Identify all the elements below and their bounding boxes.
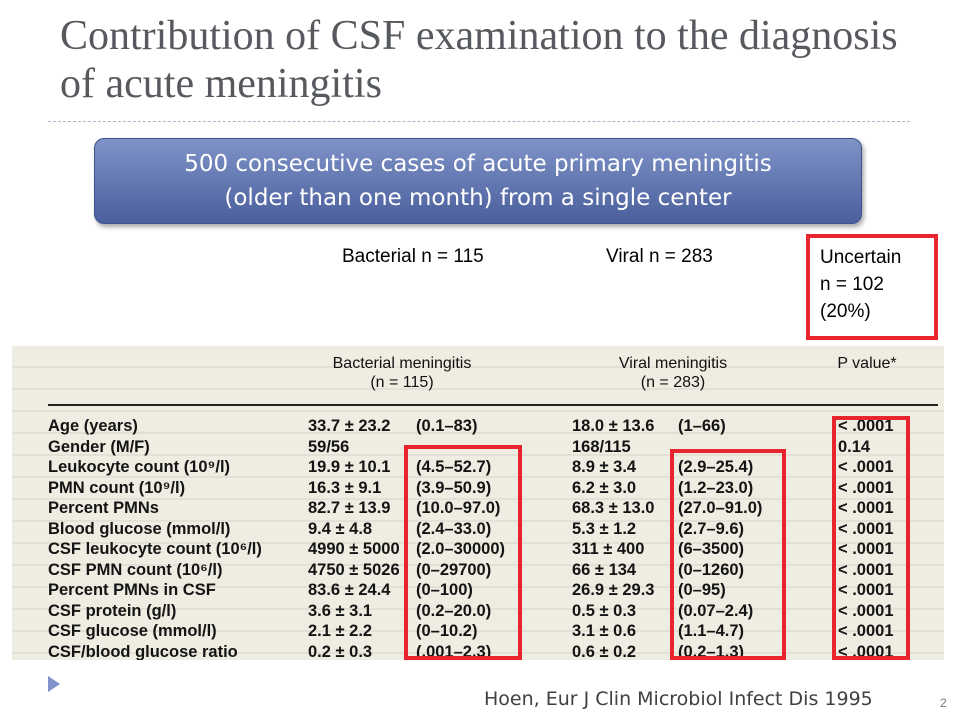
pvalue-column-header: P value* [837,355,897,372]
results-table-scan: Bacterial meningitis (n = 115) Viral men… [12,346,944,660]
bacterial-range: (0–29700) [416,560,492,579]
bacterial-range: (4.5–52.7) [416,458,492,476]
p-value: < .0001 [838,478,894,497]
viral-range: (0–95) [678,581,726,599]
bacterial-range: (0–10.2) [416,622,478,640]
bacterial-mean: 59/56 [308,437,350,456]
viral-range: (6–3500) [678,540,745,558]
p-value: < .0001 [838,458,894,476]
p-value: < .0001 [838,417,894,435]
bacterial-range: (0.1–83) [416,417,478,435]
bacterial-range: (3.9–50.9) [416,478,492,497]
viral-range: (0.2–1.3) [678,642,745,661]
p-value: < .0001 [838,560,894,579]
title-divider [48,121,910,122]
uncertain-percent: (20%) [820,301,871,322]
banner-line-2: (older than one month) from a single cen… [224,185,732,211]
row-label: Age (years) [48,417,138,435]
bacterial-mean: 4750 ± 5026 [308,560,400,579]
bacterial-mean: 16.3 ± 9.1 [308,478,382,497]
bacterial-range: (2.4–33.0) [416,519,492,538]
row-label: Percent PMNs in CSF [48,581,216,599]
viral-range-highlight [670,449,786,660]
row-label: Gender (M/F) [48,437,150,456]
bacterial-mean: 19.9 ± 10.1 [308,458,391,476]
bacterial-range: (2.0–30000) [416,540,505,558]
pvalue-highlight [832,416,910,660]
p-value: < .0001 [838,601,894,620]
bacterial-range-highlight [404,445,522,660]
bacterial-mean: 82.7 ± 13.9 [308,499,391,517]
viral-range: (0.07–2.4) [678,601,754,620]
row-label: Percent PMNs [48,499,159,517]
uncertain-count: n = 102 [820,274,884,295]
summary-banner: 500 consecutive cases of acute primary m… [94,138,862,224]
bacterial-mean: 33.7 ± 23.2 [308,417,391,435]
viral-mean: 8.9 ± 3.4 [572,458,637,476]
viral-range: (1.1–4.7) [678,622,745,640]
viral-mean: 3.1 ± 0.6 [572,622,637,640]
viral-column-header: Viral meningitis (n = 283) [588,354,758,392]
viral-range: (27.0–91.0) [678,499,763,517]
row-label: CSF PMN count (10⁶/l) [48,560,223,579]
viral-mean: 68.3 ± 13.0 [572,499,655,517]
viral-range: (2.7–9.6) [678,519,745,538]
bacterial-mean: 2.1 ± 2.2 [308,622,373,640]
row-label: CSF/blood glucose ratio [48,642,238,661]
bacterial-mean: 9.4 ± 4.8 [308,519,373,538]
p-value: < .0001 [838,642,894,661]
bacterial-range: (0–100) [416,581,473,599]
table-header-rule [48,404,938,406]
viral-mean: 5.3 ± 1.2 [572,519,637,538]
scan-texture [12,346,944,660]
viral-mean: 26.9 ± 29.3 [572,581,655,599]
uncertain-label: Uncertain [820,247,902,268]
viral-mean: 6.2 ± 3.0 [572,478,637,497]
row-label: Leukocyte count (10⁹/l) [48,458,231,476]
bacterial-mean: 3.6 ± 3.1 [308,601,373,620]
row-label: CSF protein (g/l) [48,601,177,620]
bacterial-header-title: Bacterial meningitis [332,355,472,372]
viral-range: (1.2–23.0) [678,478,754,497]
p-value: < .0001 [838,519,894,538]
bacterial-mean: 4990 ± 5000 [308,540,400,558]
viral-mean: 311 ± 400 [572,540,645,558]
viral-header-title: Viral meningitis [618,355,728,372]
viral-header-n: (n = 283) [640,374,706,391]
bacterial-count-label: Bacterial n = 115 [342,246,484,267]
bacterial-header-n: (n = 115) [370,374,434,391]
bacterial-mean: 0.2 ± 0.3 [308,642,373,661]
p-value: < .0001 [838,622,894,640]
viral-range: (1–66) [678,417,726,435]
row-label: CSF glucose (mmol/l) [48,622,217,640]
viral-range: (0–1260) [678,560,745,579]
viral-mean: 0.5 ± 0.3 [572,601,637,620]
viral-mean: 18.0 ± 13.6 [572,417,655,435]
bacterial-range: (0.2–20.0) [416,601,492,620]
bacterial-column-header: Bacterial meningitis (n = 115) [312,354,492,392]
bacterial-mean: 83.6 ± 24.4 [308,581,391,599]
citation: Hoen, Eur J Clin Microbiol Infect Dis 19… [484,688,873,710]
slide-title: Contribution of CSF examination to the d… [60,13,898,107]
p-value: < .0001 [838,540,894,558]
p-value: < .0001 [838,581,894,599]
uncertain-count-box: Uncertain n = 102 (20%) [806,234,938,340]
row-label: Blood glucose (mmol/l) [48,519,231,538]
viral-mean: 168/115 [572,437,631,456]
viral-range: (2.9–25.4) [678,458,754,476]
banner-line-1: 500 consecutive cases of acute primary m… [184,151,772,177]
viral-count-label: Viral n = 283 [606,246,713,267]
bacterial-range: (.001–2.3) [416,642,492,661]
row-label: PMN count (10⁹/l) [48,478,186,497]
viral-mean: 66 ± 134 [572,560,637,579]
p-value: < .0001 [838,499,894,517]
viral-mean: 0.6 ± 0.2 [572,642,637,661]
row-label: CSF leukocyte count (10⁶/l) [48,540,262,558]
slide-bullet-icon [48,676,60,692]
bacterial-range: (10.0–97.0) [416,499,501,517]
page-number: 2 [940,696,947,710]
p-value: 0.14 [838,437,871,456]
